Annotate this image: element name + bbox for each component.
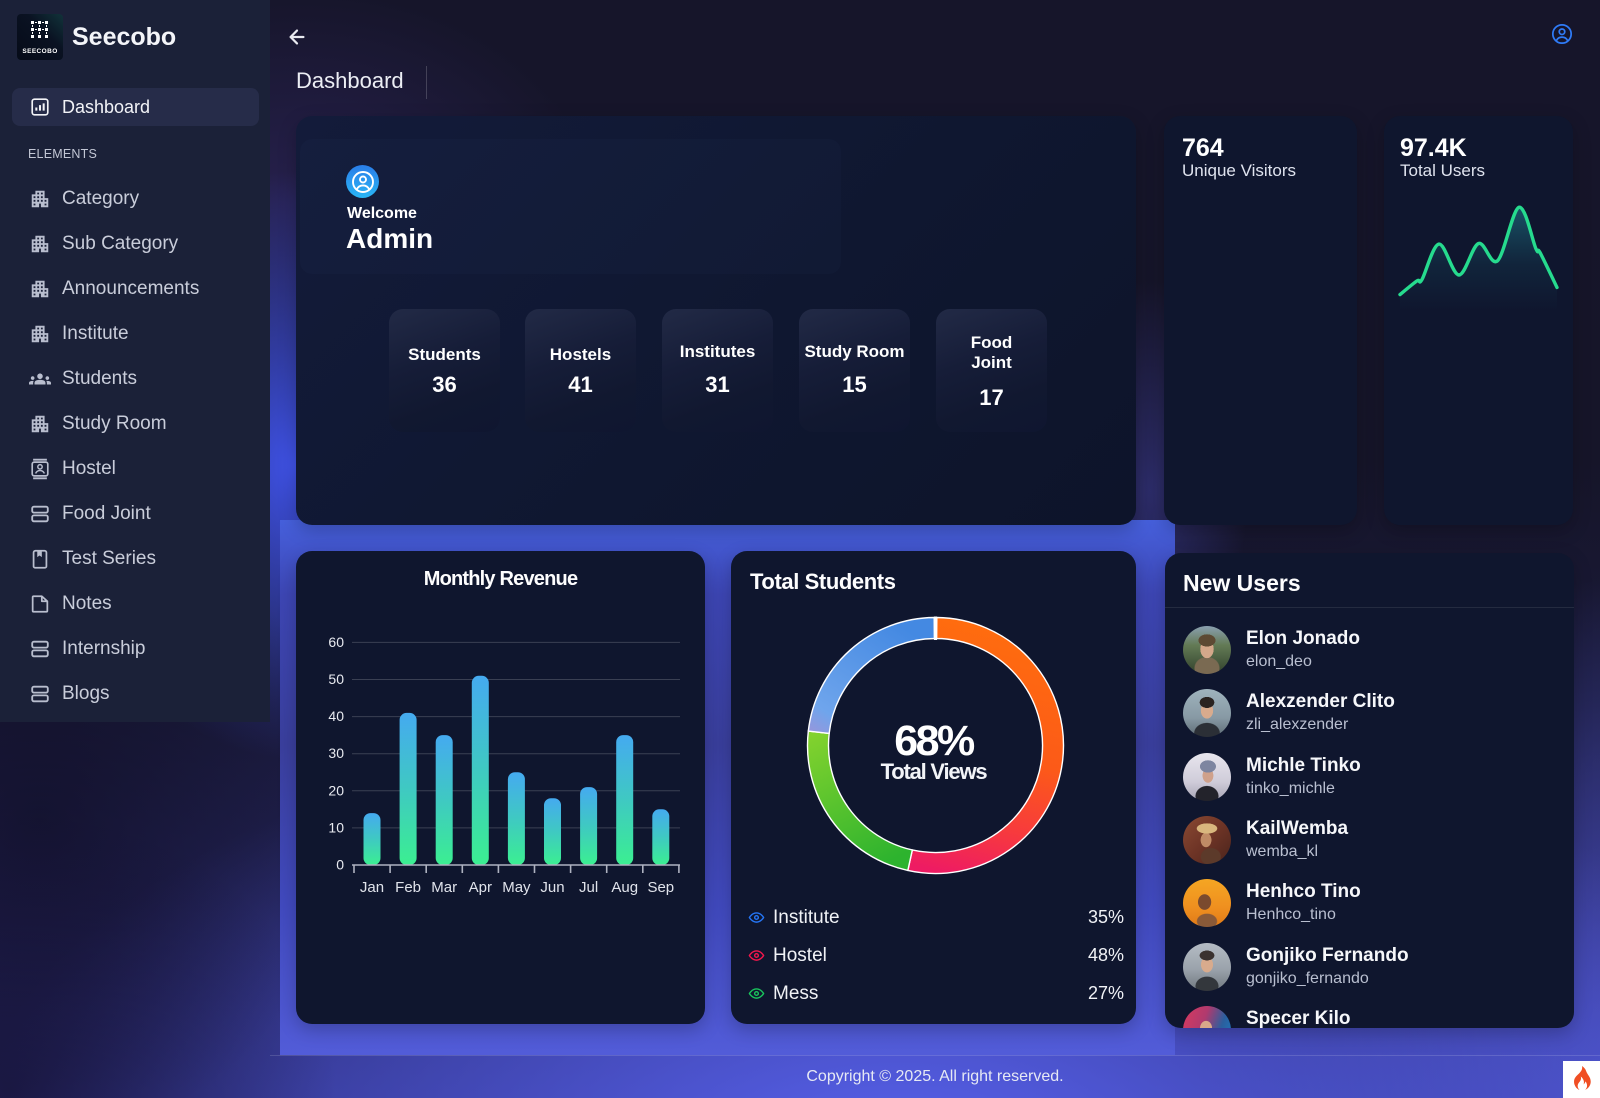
svg-text:Jan: Jan [360,879,384,896]
svg-text:Jul: Jul [579,879,598,896]
svg-text:Jun: Jun [540,879,564,896]
svg-text:40: 40 [328,708,344,724]
svg-text:Sep: Sep [647,879,674,896]
svg-text:Apr: Apr [469,879,492,896]
svg-text:May: May [502,879,531,896]
svg-text:60: 60 [328,634,344,650]
svg-text:50: 50 [328,671,344,687]
svg-text:0: 0 [336,857,344,873]
svg-text:Feb: Feb [395,879,421,896]
svg-text:Mar: Mar [431,879,457,896]
svg-text:30: 30 [328,745,344,761]
svg-text:20: 20 [328,782,344,798]
svg-text:Aug: Aug [611,879,638,896]
svg-text:10: 10 [328,819,344,835]
